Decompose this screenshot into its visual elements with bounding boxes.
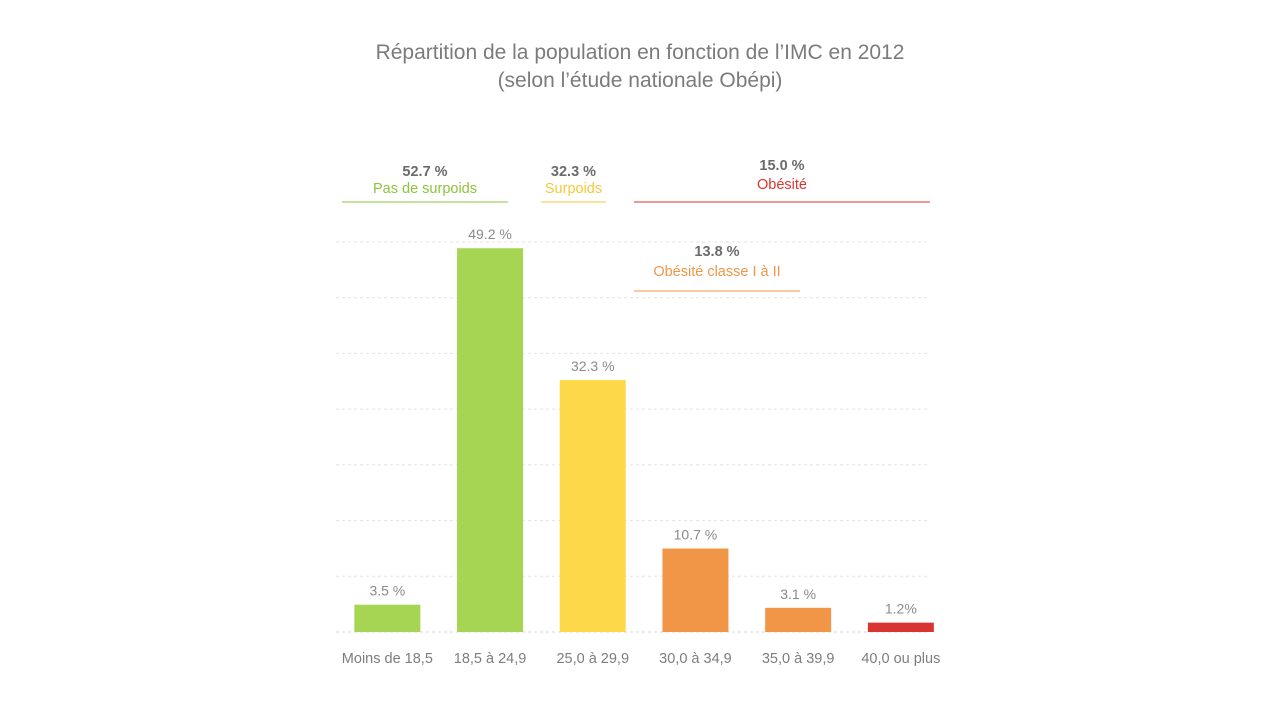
group-percent-label: 32.3 % — [551, 164, 596, 180]
category-tick-label: 40,0 ou plus — [861, 651, 940, 667]
group-name-label: Obésité classe I à II — [653, 264, 780, 280]
group-annotations: 52.7 %Pas de surpoids 32.3 %Surpoids 15.0 … — [342, 158, 930, 292]
bar — [765, 607, 832, 632]
bar — [867, 622, 934, 632]
category-tick-label: Moins de 18,5 — [342, 651, 433, 667]
category-tick-label: 18,5 à 24,9 — [454, 651, 527, 667]
bars — [354, 248, 934, 633]
bar-value-label: 1.2% — [885, 601, 917, 617]
bar — [559, 380, 626, 632]
labels: 3.5 % Moins de 18,5 49.2 % 18,5 à 24,9 32.3 … — [342, 226, 941, 667]
category-tick-label: 35,0 à 39,9 — [762, 651, 835, 667]
bar-value-label: 3.5 % — [369, 583, 405, 599]
group-name-label: Surpoids — [545, 181, 602, 197]
group-percent-label: 13.8 % — [694, 244, 739, 260]
group-name-label: Obésité — [757, 177, 807, 193]
bar-value-label: 49.2 % — [468, 226, 512, 242]
bar-value-label: 3.1 % — [780, 586, 816, 602]
bar — [354, 604, 421, 632]
group-name-label: Pas de surpoids — [373, 181, 477, 197]
bar-value-label: 10.7 % — [674, 527, 718, 543]
group-percent-label: 15.0 % — [759, 158, 804, 174]
bar — [662, 548, 729, 632]
category-tick-label: 30,0 à 34,9 — [659, 651, 732, 667]
bar — [457, 248, 524, 633]
chart-title: Répartition de la population en fonction… — [376, 41, 905, 64]
gridlines — [336, 241, 930, 633]
chart-subtitle: (selon l’étude nationale Obépi) — [498, 69, 783, 92]
bar-value-label: 32.3 % — [571, 358, 615, 374]
category-tick-label: 25,0 à 29,9 — [556, 651, 629, 667]
group-percent-label: 52.7 % — [402, 164, 447, 180]
